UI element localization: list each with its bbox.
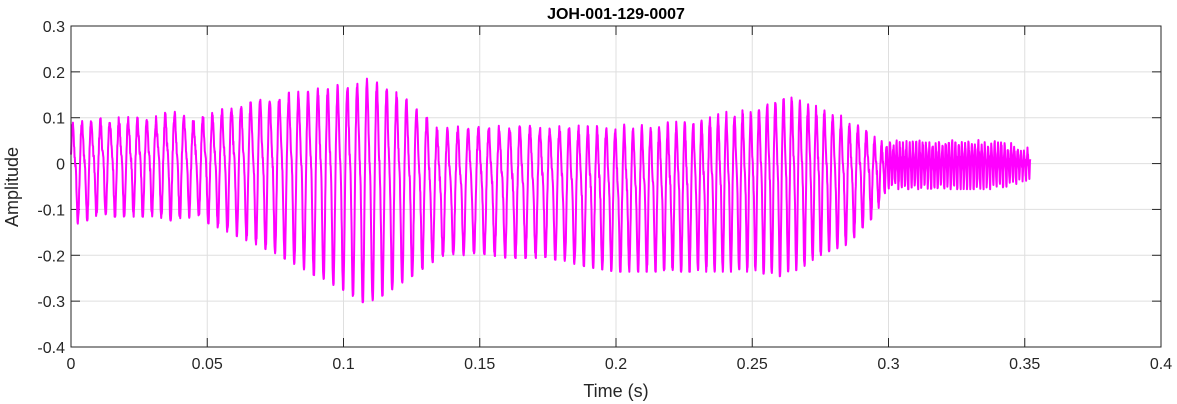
x-tick-label: 0 bbox=[67, 356, 76, 373]
y-tick-label: -0.1 bbox=[37, 202, 65, 219]
x-axis-label: Time (s) bbox=[583, 381, 648, 401]
y-tick-label: 0 bbox=[56, 157, 65, 174]
x-tick-label: 0.3 bbox=[877, 356, 899, 373]
x-tick-label: 0.4 bbox=[1150, 356, 1172, 373]
y-axis-label: Amplitude bbox=[2, 147, 22, 227]
x-tick-label: 0.25 bbox=[737, 356, 768, 373]
x-tick-label: 0.1 bbox=[332, 356, 354, 373]
chart-title: JOH-001-129-0007 bbox=[547, 6, 685, 23]
y-tick-labels: -0.4 -0.3 -0.2 -0.1 0 0.1 0.2 0.3 bbox=[37, 19, 65, 357]
series-line-amplitude bbox=[70, 77, 1032, 304]
y-tick-label: -0.2 bbox=[37, 248, 65, 265]
x-tick-label: 0.2 bbox=[605, 356, 627, 373]
y-tick-label: 0.3 bbox=[43, 19, 65, 36]
y-tick-label: 0.1 bbox=[43, 111, 65, 128]
y-tick-label: -0.3 bbox=[37, 294, 65, 311]
x-tick-labels: 0 0.05 0.1 0.15 0.2 0.25 0.3 0.35 0.4 bbox=[67, 356, 1173, 373]
x-tick-label: 0.35 bbox=[1009, 356, 1040, 373]
plot-box bbox=[70, 25, 1162, 348]
x-tick-label: 0.05 bbox=[192, 356, 223, 373]
y-tick-label: 0.2 bbox=[43, 65, 65, 82]
y-tick-label: -0.4 bbox=[37, 340, 65, 357]
x-tick-label: 0.15 bbox=[464, 356, 495, 373]
